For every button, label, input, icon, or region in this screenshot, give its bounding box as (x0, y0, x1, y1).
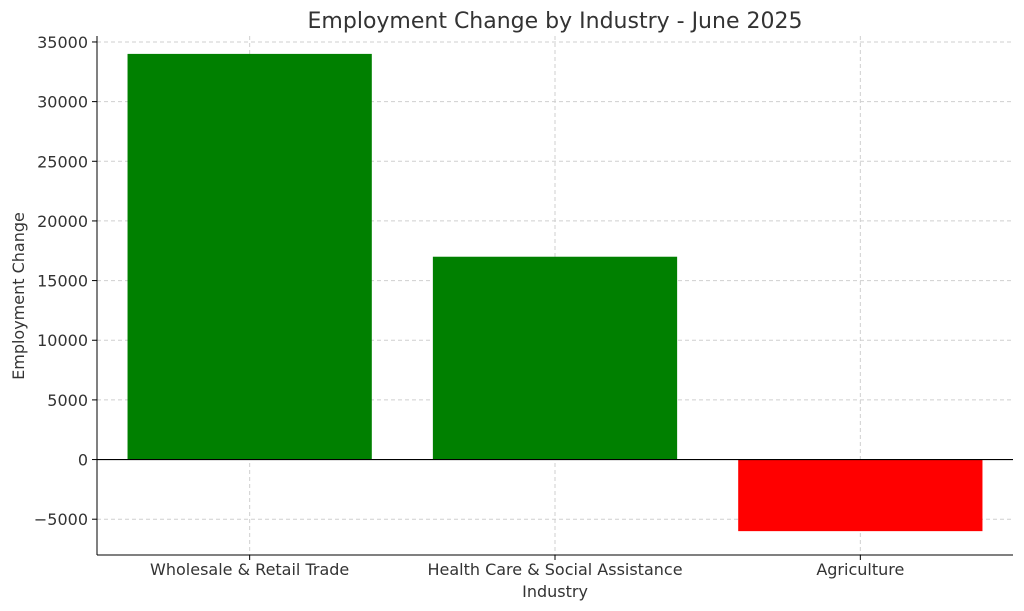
y-tick-label: 30000 (37, 93, 88, 112)
x-tick-label: Health Care & Social Assistance (427, 560, 682, 579)
bar (738, 459, 983, 532)
x-ticks: Wholesale & Retail Trade Health Care & So… (150, 555, 904, 579)
x-tick-label: Wholesale & Retail Trade (150, 560, 349, 579)
y-tick-label: 25000 (37, 152, 88, 171)
bars (97, 53, 1013, 532)
y-tick-label: 35000 (37, 33, 88, 52)
x-tick-label: Agriculture (816, 560, 904, 579)
chart-title: Employment Change by Industry - June 202… (308, 9, 803, 34)
bar (432, 256, 678, 460)
y-tick-label: 10000 (37, 331, 88, 350)
x-axis-label: Industry (522, 582, 588, 601)
bar (127, 53, 372, 460)
y-tick-label: 0 (78, 451, 88, 470)
y-axis-label: Employment Change (9, 212, 28, 380)
y-tick-label: 5000 (47, 391, 88, 410)
y-tick-label: 20000 (37, 212, 88, 231)
y-tick-label: 15000 (37, 272, 88, 291)
y-tick-label: −5000 (34, 510, 88, 529)
y-ticks: −5000 0 5000 10000 15000 20000 25000 30000 35000 (34, 33, 97, 529)
